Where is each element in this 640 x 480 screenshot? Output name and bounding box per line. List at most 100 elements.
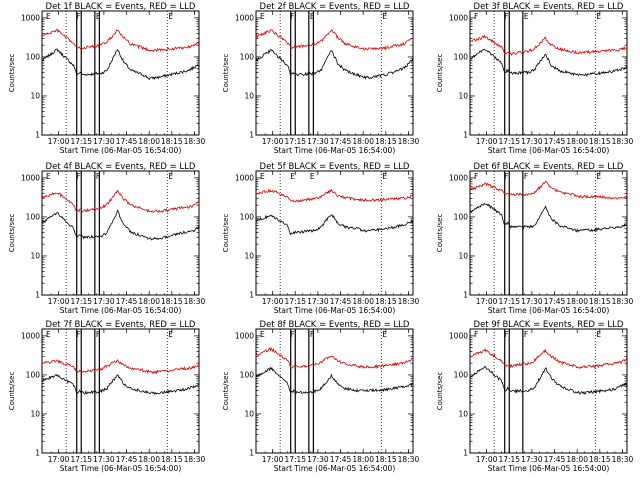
y-tick-label: 10 <box>458 409 468 418</box>
y-tick-label: 1000 <box>21 331 40 340</box>
y-tick-label: 1000 <box>449 13 468 22</box>
events-series-line <box>255 214 414 236</box>
interval-marker: F <box>504 330 508 339</box>
panel-title: Det 1f BLACK = Events, RED = LLD <box>46 2 196 12</box>
x-tick-label: 18:30 <box>612 137 634 146</box>
x-tick-label: 17:45 <box>544 455 566 464</box>
x-axis-label: Start Time (06-Mar-05 16:54:00) <box>488 464 610 473</box>
panel-title: Det 9f BLACK = Events, RED = LLD <box>474 320 624 330</box>
x-tick-label: 17:30 <box>521 297 543 306</box>
x-tick-label: 18:00 <box>138 297 160 306</box>
interval-marker: E <box>524 12 529 21</box>
plot-frame <box>469 10 628 136</box>
x-tick-label: 17:00 <box>476 137 498 146</box>
lld-series-line <box>469 180 628 200</box>
x-tick-label: 17:15 <box>70 297 92 306</box>
interval-marker: F <box>96 172 100 181</box>
panel-title: Det 3f BLACK = Events, RED = LLD <box>474 2 624 12</box>
y-tick-label: 100 <box>454 212 469 221</box>
y-tick-label: 100 <box>454 370 469 379</box>
interval-marker: E <box>168 172 173 181</box>
y-axis-label: Counts/sec <box>436 54 444 93</box>
interval-marker: E <box>260 12 265 21</box>
panel-det-4: Det 4f BLACK = Events, RED = LLD 1 10 100 10… <box>8 162 206 315</box>
x-tick-label: 17:30 <box>93 297 115 306</box>
interval-marker: E <box>382 12 387 21</box>
y-axis-label: Counts/sec <box>8 214 16 253</box>
events-series-line <box>255 49 414 80</box>
interval-marker: F <box>76 330 80 339</box>
y-tick-label: 1000 <box>449 331 468 340</box>
y-tick-label: 1 <box>249 291 254 300</box>
x-tick-label: 18:30 <box>184 297 206 306</box>
x-tick-label: 18:00 <box>566 297 588 306</box>
x-tick-label: 17:30 <box>93 137 115 146</box>
interval-marker: E <box>382 330 387 339</box>
y-tick-label: 1 <box>35 449 40 458</box>
interval-marker: E <box>596 330 601 339</box>
x-tick-label: 18:30 <box>612 297 634 306</box>
y-tick-label: 100 <box>240 212 255 221</box>
interval-marker: E <box>46 172 51 181</box>
x-tick-label: 17:15 <box>284 137 306 146</box>
events-series-line <box>41 374 200 396</box>
lld-series-line <box>255 29 414 51</box>
x-tick-label: 18:15 <box>589 297 611 306</box>
x-tick-label: 17:30 <box>521 455 543 464</box>
x-tick-label: 17:15 <box>498 137 520 146</box>
x-axis-label: Start Time (06-Mar-05 16:54:00) <box>488 146 610 155</box>
y-axis-label: Counts/sec <box>8 372 16 411</box>
lld-series-line <box>469 34 628 56</box>
panel-title: Det 5f BLACK = Events, RED = LLD <box>260 162 410 172</box>
x-tick-label: 17:00 <box>476 455 498 464</box>
panel-title: Det 8f BLACK = Events, RED = LLD <box>260 320 410 330</box>
events-series-line <box>469 202 628 233</box>
panel-det-5: Det 5f BLACK = Events, RED = LLD 1 10 100 10… <box>222 162 420 315</box>
x-axis-label: Start Time (06-Mar-05 16:54:00) <box>488 306 610 315</box>
x-tick-label: 18:00 <box>566 455 588 464</box>
interval-marker: F <box>290 330 294 339</box>
y-tick-label: 10 <box>30 409 40 418</box>
x-tick-label: 18:00 <box>352 297 374 306</box>
y-tick-label: 1000 <box>21 13 40 22</box>
x-tick-label: 17:15 <box>70 455 92 464</box>
x-axis-label: Start Time (06-Mar-05 16:54:00) <box>60 464 182 473</box>
x-tick-label: 18:30 <box>398 137 420 146</box>
x-tick-label: 17:00 <box>262 455 284 464</box>
panel-det-3: Det 3f BLACK = Events, RED = LLD 1 10 100 10… <box>436 2 634 155</box>
x-axis-label: Start Time (06-Mar-05 16:54:00) <box>60 146 182 155</box>
y-tick-label: 1 <box>35 291 40 300</box>
y-axis-label: Counts/sec <box>8 54 16 93</box>
x-tick-label: 18:30 <box>184 137 206 146</box>
y-tick-label: 10 <box>30 251 40 260</box>
y-tick-label: 10 <box>30 91 40 100</box>
y-axis-label: Counts/sec <box>436 372 444 411</box>
y-tick-label: 1000 <box>449 173 468 182</box>
x-tick-label: 18:15 <box>375 297 397 306</box>
x-tick-label: 17:30 <box>307 455 329 464</box>
interval-marker: E <box>310 172 315 181</box>
x-tick-label: 17:45 <box>116 137 138 146</box>
x-tick-label: 18:00 <box>138 455 160 464</box>
x-tick-label: 17:30 <box>307 137 329 146</box>
x-axis-label: Start Time (06-Mar-05 16:54:00) <box>274 464 396 473</box>
interval-marker: E <box>310 12 315 21</box>
panel-det-1: Det 1f BLACK = Events, RED = LLD 1 10 100 10… <box>8 2 206 155</box>
plot-frame <box>255 170 414 296</box>
y-tick-label: 1 <box>35 131 40 140</box>
panel-det-9: Det 9f BLACK = Events, RED = LLD 1 10 100 10… <box>436 320 634 473</box>
y-tick-label: 10 <box>244 409 254 418</box>
y-tick-label: 1 <box>249 449 254 458</box>
events-series-line <box>41 209 200 241</box>
x-tick-label: 17:45 <box>330 137 352 146</box>
events-series-line <box>469 365 628 395</box>
interval-marker: F <box>76 12 80 21</box>
panel-det-8: Det 8f BLACK = Events, RED = LLD 1 10 100 10… <box>222 320 420 473</box>
x-tick-label: 17:00 <box>48 455 70 464</box>
panel-title: Det 4f BLACK = Events, RED = LLD <box>46 162 196 172</box>
x-tick-label: 18:15 <box>589 137 611 146</box>
events-series-line <box>41 48 200 81</box>
x-tick-label: 18:15 <box>589 455 611 464</box>
x-tick-label: 17:15 <box>284 455 306 464</box>
